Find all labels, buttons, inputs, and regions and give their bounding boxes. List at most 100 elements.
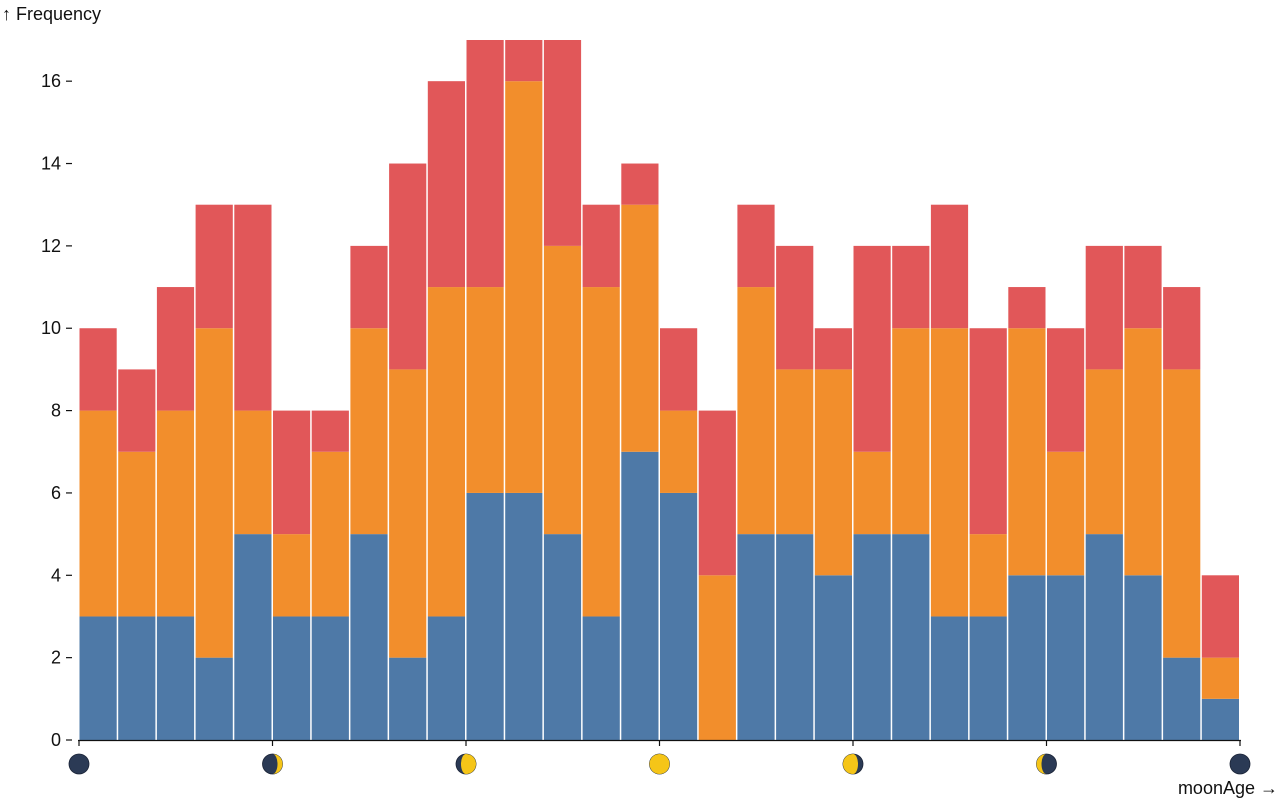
bar-segment-9-2 <box>427 81 465 288</box>
bar-segment-10-0 <box>466 492 504 740</box>
bar-segment-25-2 <box>1047 328 1085 452</box>
bar-segment-5-1 <box>273 534 311 617</box>
bar-segment-15-0 <box>660 492 698 740</box>
bar-segment-9-0 <box>427 616 465 740</box>
bar-segment-19-0 <box>814 575 852 740</box>
bar-segment-17-1 <box>737 287 775 535</box>
bar-segment-18-2 <box>776 245 814 370</box>
y-tick-label: 8 <box>51 401 61 421</box>
bar-segment-5-2 <box>273 410 311 535</box>
bar-segment-24-2 <box>1008 287 1046 329</box>
bar-segment-28-2 <box>1163 287 1201 370</box>
bar-segment-13-1 <box>582 287 620 617</box>
full-moon-icon <box>649 753 670 775</box>
waxing-gibbous-icon <box>455 753 477 775</box>
bar-segment-12-2 <box>543 40 582 246</box>
waxing-crescent-icon <box>262 753 283 775</box>
y-axis-label: ↑ Frequency <box>2 4 101 24</box>
bar-segment-14-0 <box>621 451 659 740</box>
bar-segment-6-2 <box>311 410 349 452</box>
bar-segment-14-1 <box>621 204 659 452</box>
waning-gibbous-icon <box>842 753 864 775</box>
bar-segment-10-1 <box>466 287 504 493</box>
bar-segment-10-2 <box>466 40 504 288</box>
bar-segment-1-1 <box>118 451 156 617</box>
new-moon-icon <box>68 753 90 775</box>
bar-segment-26-2 <box>1085 245 1123 370</box>
bar-segment-15-1 <box>660 410 698 493</box>
y-tick-label: 14 <box>41 154 61 174</box>
y-tick-label: 4 <box>51 565 61 585</box>
y-tick-label: 0 <box>51 730 61 750</box>
bar-segment-28-0 <box>1163 657 1201 740</box>
bar-segment-22-2 <box>930 204 969 329</box>
y-tick-label: 12 <box>41 236 61 256</box>
bar-segment-2-2 <box>156 287 195 411</box>
bar-segment-16-1 <box>698 575 736 740</box>
bar-segment-7-2 <box>350 245 388 329</box>
bar-segment-8-1 <box>389 369 427 658</box>
bar-segment-7-0 <box>350 534 388 740</box>
bar-segment-12-1 <box>543 245 582 535</box>
bar-segment-13-2 <box>582 204 620 288</box>
bar-segment-4-0 <box>234 534 272 740</box>
bar-segment-2-1 <box>156 410 195 617</box>
new-moon-icon <box>1229 753 1251 775</box>
bars-layer <box>79 40 1239 740</box>
bar-segment-9-1 <box>427 287 465 617</box>
x-axis-label: moonAge → <box>1178 778 1278 798</box>
x-axis <box>68 739 1251 775</box>
bar-segment-27-1 <box>1124 328 1162 576</box>
bar-segment-19-1 <box>814 369 852 576</box>
bar-segment-3-0 <box>195 657 233 740</box>
bar-segment-25-1 <box>1047 451 1085 576</box>
bar-segment-24-0 <box>1008 575 1046 740</box>
bar-segment-29-1 <box>1201 657 1239 699</box>
y-tick-label: 16 <box>41 71 61 91</box>
bar-segment-11-0 <box>505 492 543 740</box>
bar-segment-17-0 <box>737 534 775 740</box>
bar-segment-23-0 <box>969 616 1007 740</box>
bar-segment-3-1 <box>195 328 233 658</box>
bar-segment-21-0 <box>892 534 930 740</box>
bar-segment-15-2 <box>660 328 698 411</box>
bar-segment-23-2 <box>969 328 1007 535</box>
bar-segment-3-2 <box>195 204 233 329</box>
bar-segment-27-2 <box>1124 245 1162 329</box>
bar-segment-22-0 <box>930 616 969 740</box>
bar-segment-7-1 <box>350 328 388 535</box>
bar-segment-12-0 <box>543 534 582 740</box>
bar-segment-6-1 <box>311 451 349 617</box>
bar-segment-26-1 <box>1085 369 1123 535</box>
bar-segment-4-1 <box>234 410 272 535</box>
bar-segment-17-2 <box>737 204 775 288</box>
bar-segment-29-0 <box>1201 698 1239 740</box>
bar-segment-21-1 <box>892 328 930 535</box>
bar-segment-2-0 <box>156 616 195 740</box>
bar-segment-16-2 <box>698 410 736 576</box>
bar-segment-28-1 <box>1163 369 1201 658</box>
bar-segment-20-2 <box>853 245 891 452</box>
waning-crescent-icon <box>1036 753 1057 775</box>
bar-segment-11-2 <box>505 40 543 82</box>
bar-segment-18-0 <box>776 534 814 740</box>
bar-segment-21-2 <box>892 245 930 329</box>
bar-segment-1-0 <box>118 616 156 740</box>
bar-segment-13-0 <box>582 616 620 740</box>
bar-segment-19-2 <box>814 328 852 370</box>
bar-segment-14-2 <box>621 163 659 205</box>
bar-segment-8-2 <box>389 163 427 370</box>
bar-segment-27-0 <box>1124 575 1162 740</box>
bar-segment-8-0 <box>389 657 427 740</box>
bar-segment-5-0 <box>273 616 311 740</box>
bar-segment-0-0 <box>79 616 117 740</box>
bar-segment-26-0 <box>1085 534 1123 740</box>
bar-segment-20-1 <box>853 451 891 535</box>
bar-segment-22-1 <box>930 328 969 617</box>
y-axis: 0 2 4 6 8 10 12 14 16 <box>41 71 72 750</box>
bar-segment-1-2 <box>118 369 156 452</box>
bar-segment-20-0 <box>853 534 891 740</box>
y-tick-label: 6 <box>51 483 61 503</box>
bar-segment-0-1 <box>79 410 117 617</box>
